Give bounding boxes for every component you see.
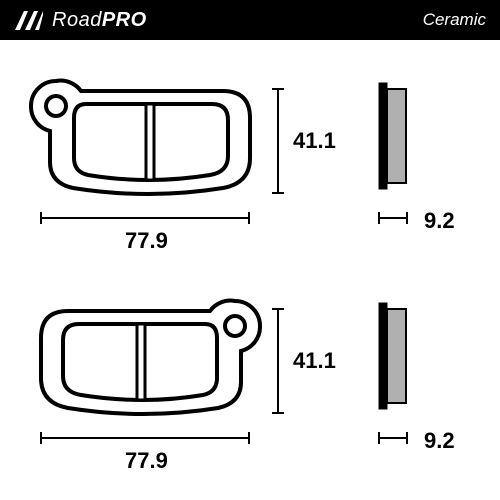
pad1-thickness-label: 9.2 <box>424 208 455 234</box>
logo-icon <box>14 9 44 31</box>
dim-line <box>40 217 248 219</box>
dim-cap <box>248 212 250 224</box>
pad2-width-label: 77.9 <box>125 448 168 474</box>
dim-cap <box>272 192 284 194</box>
dim-line <box>40 437 248 439</box>
tagline: Ceramic <box>423 10 486 30</box>
dim-line <box>378 437 408 439</box>
pad2-height-label: 41.1 <box>293 348 336 374</box>
brand-wrap: RoadPRO <box>14 9 147 32</box>
diagram-content: 41.1 77.9 9.2 41.1 77.9 9.2 <box>0 40 500 500</box>
dim-line <box>277 88 279 194</box>
profile-bottom <box>378 302 408 410</box>
dim-cap <box>248 432 250 444</box>
dim-cap <box>272 412 284 414</box>
brand-prefix: Road <box>52 9 102 31</box>
brake-pad-top <box>28 78 263 198</box>
brand-suffix: PRO <box>102 9 147 31</box>
header-bar: RoadPRO Ceramic <box>0 0 500 40</box>
dim-cap <box>406 432 408 444</box>
brand-text: RoadPRO <box>52 9 147 32</box>
dim-cap <box>406 212 408 224</box>
dim-line <box>378 217 408 219</box>
dim-line <box>277 308 279 414</box>
pad1-width-label: 77.9 <box>125 228 168 254</box>
brake-pad-bottom <box>28 298 263 418</box>
pad1-height-label: 41.1 <box>293 128 336 154</box>
pad2-thickness-label: 9.2 <box>424 428 455 454</box>
profile-top <box>378 82 408 190</box>
